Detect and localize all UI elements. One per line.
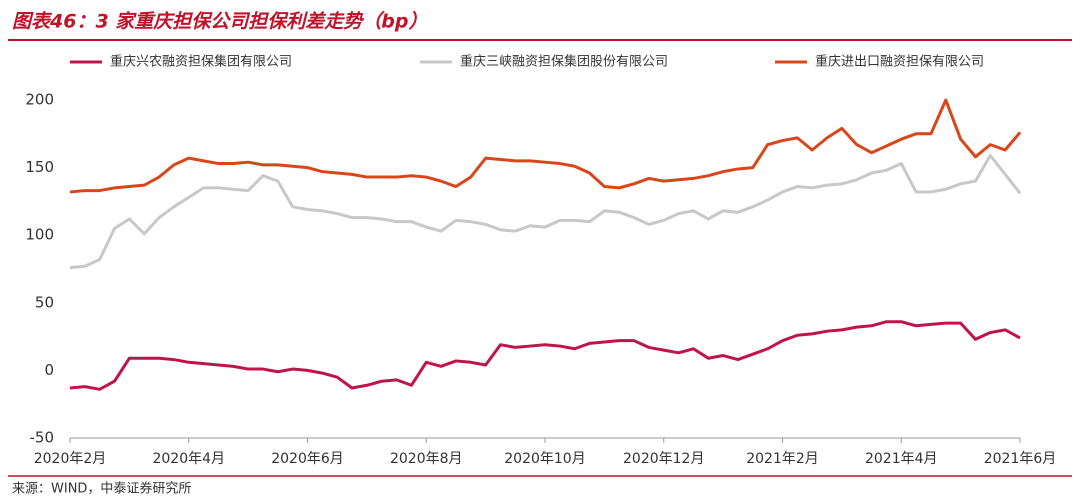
- y-tick-label: 100: [25, 226, 54, 244]
- y-tick-label: 150: [25, 158, 54, 176]
- legend-label: 重庆三峡融资担保集团股份有限公司: [460, 54, 668, 70]
- x-tick-label: 2020年2月: [34, 451, 107, 467]
- x-tick-label: 2021年6月: [984, 451, 1057, 467]
- legend-label: 重庆兴农融资担保集团有限公司: [110, 54, 292, 70]
- series-line: [69, 320, 1021, 391]
- x-tick-label: 2020年6月: [271, 451, 344, 467]
- x-tick-label: 2020年4月: [152, 451, 225, 467]
- x-tick-label: 2021年2月: [746, 451, 819, 467]
- x-tick-label: 2020年10月: [504, 451, 585, 467]
- source-note: 来源：WIND，中泰证券研究所: [12, 481, 191, 497]
- x-tick-label: 2021年4月: [865, 451, 938, 467]
- x-tick-label: 2020年8月: [390, 451, 463, 467]
- x-tick-label: 2020年12月: [623, 451, 704, 467]
- y-tick-label: -50: [30, 429, 55, 447]
- legend-label: 重庆进出口融资担保有限公司: [815, 54, 984, 70]
- series-line: [69, 153, 1022, 270]
- y-tick-label: 200: [25, 91, 54, 109]
- series-line: [69, 98, 1022, 194]
- chart-title: 图表46：3 家重庆担保公司担保利差走势（bp）: [12, 11, 427, 33]
- y-tick-label: 50: [35, 293, 54, 311]
- y-tick-label: 0: [44, 361, 54, 379]
